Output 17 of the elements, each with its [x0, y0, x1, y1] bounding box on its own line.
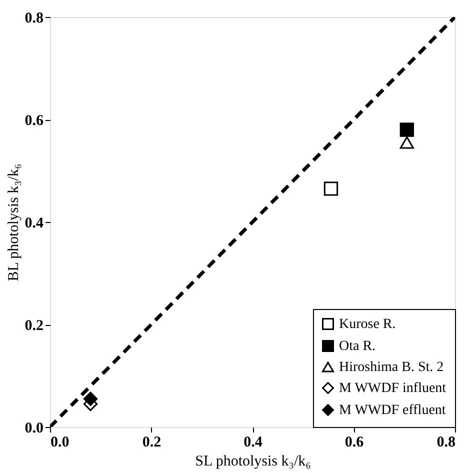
- x-tick-label: 0.0: [50, 434, 70, 450]
- x-tick-label: 0.4: [244, 434, 263, 450]
- y-tick-label: 0.8: [24, 10, 44, 26]
- y-axis-title: BL photolysis k₃/k₆: [6, 164, 22, 282]
- y-tick-label: 0.2: [24, 318, 44, 334]
- y-tick-label: 0.4: [24, 216, 44, 232]
- x-tick-label: 0.8: [436, 434, 456, 450]
- legend-label: M WWDF influent: [339, 381, 446, 396]
- legend-label: M WWDF effluent: [339, 403, 446, 418]
- x-tick-label: 0.2: [142, 434, 162, 450]
- legend-label: Hiroshima B. St. 2: [339, 360, 444, 375]
- y-tick-label: 0.0: [24, 420, 44, 436]
- x-axis-title: SL photolysis k₃/k₆: [195, 454, 311, 470]
- x-tick-label: 0.6: [344, 434, 364, 450]
- y-tick-label: 0.6: [24, 113, 44, 129]
- legend-label: Kurose R.: [339, 317, 396, 332]
- legend-label: Ota R.: [339, 339, 376, 354]
